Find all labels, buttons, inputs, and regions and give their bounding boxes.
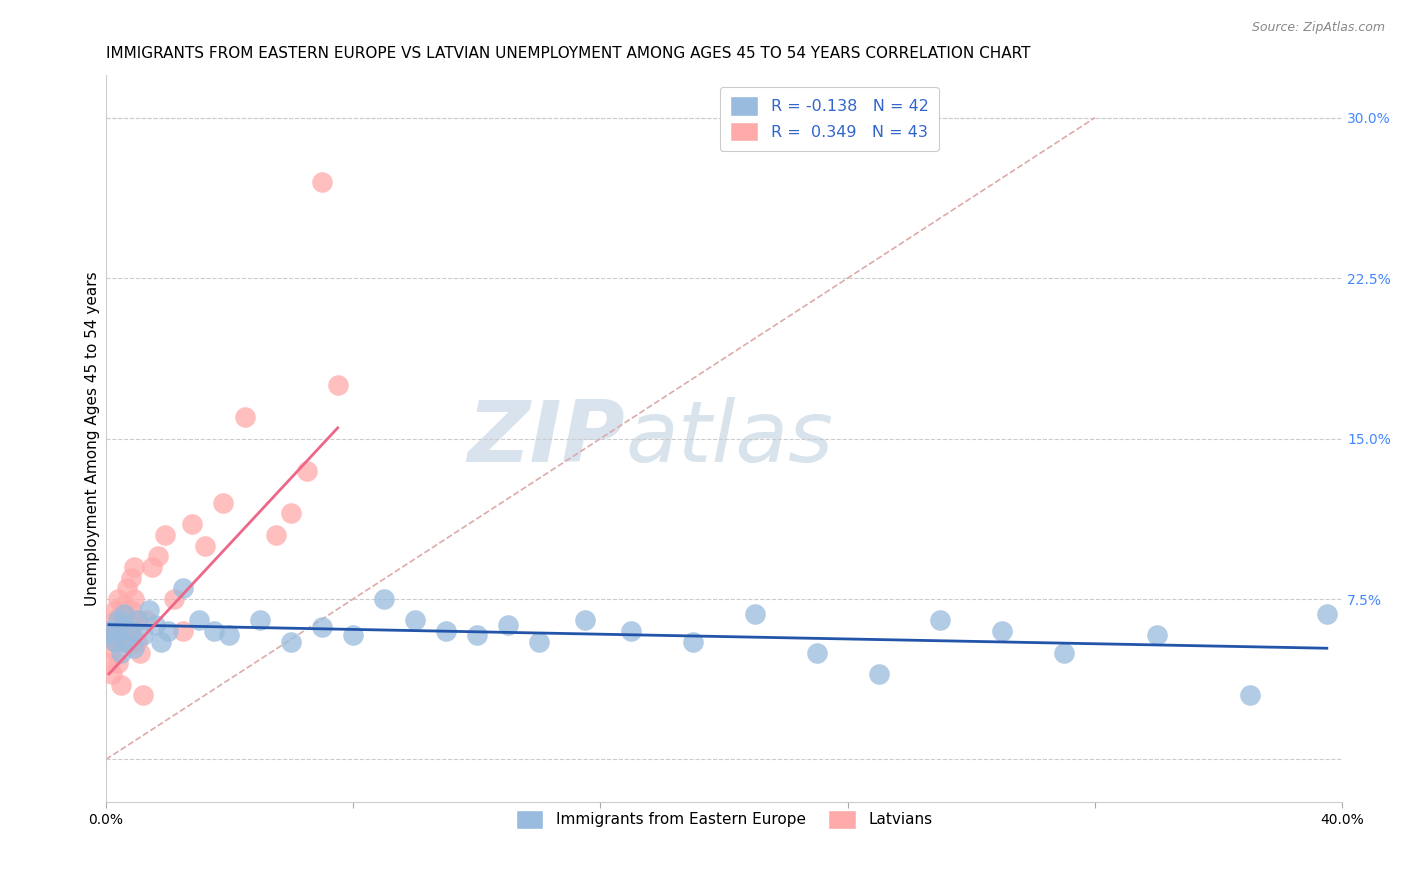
- Point: [280, 635, 302, 649]
- Point: [110, 607, 132, 621]
- Point: [122, 641, 145, 656]
- Point: [929, 614, 952, 628]
- Point: [120, 571, 142, 585]
- Point: [125, 635, 148, 649]
- Y-axis label: Unemployment Among Ages 45 to 54 years: Unemployment Among Ages 45 to 54 years: [86, 271, 100, 606]
- Point: [110, 677, 132, 691]
- Point: [135, 614, 157, 628]
- Point: [991, 624, 1014, 639]
- Point: [218, 628, 240, 642]
- Point: [194, 539, 217, 553]
- Point: [404, 614, 426, 628]
- Point: [311, 175, 333, 189]
- Point: [311, 620, 333, 634]
- Point: [280, 507, 302, 521]
- Point: [101, 666, 124, 681]
- Point: [104, 635, 127, 649]
- Point: [1146, 628, 1168, 642]
- Point: [806, 646, 828, 660]
- Point: [1316, 607, 1339, 621]
- Point: [465, 628, 488, 642]
- Point: [153, 528, 176, 542]
- Point: [172, 624, 194, 639]
- Point: [125, 614, 148, 628]
- Point: [163, 592, 186, 607]
- Point: [128, 646, 150, 660]
- Point: [527, 635, 550, 649]
- Point: [104, 614, 127, 628]
- Point: [122, 560, 145, 574]
- Text: IMMIGRANTS FROM EASTERN EUROPE VS LATVIAN UNEMPLOYMENT AMONG AGES 45 TO 54 YEARS: IMMIGRANTS FROM EASTERN EUROPE VS LATVIA…: [105, 46, 1031, 62]
- Point: [496, 617, 519, 632]
- Point: [156, 624, 179, 639]
- Point: [97, 628, 120, 642]
- Legend: Immigrants from Eastern Europe, Latvians: Immigrants from Eastern Europe, Latvians: [510, 804, 938, 835]
- Point: [97, 657, 120, 671]
- Point: [202, 624, 225, 639]
- Point: [104, 603, 127, 617]
- Point: [434, 624, 457, 639]
- Point: [107, 592, 129, 607]
- Point: [143, 617, 166, 632]
- Point: [249, 614, 271, 628]
- Point: [342, 628, 364, 642]
- Text: ZIP: ZIP: [468, 397, 626, 480]
- Point: [117, 582, 139, 596]
- Point: [110, 620, 132, 634]
- Point: [233, 410, 256, 425]
- Point: [264, 528, 287, 542]
- Point: [132, 628, 155, 642]
- Point: [112, 599, 135, 613]
- Point: [1239, 688, 1261, 702]
- Point: [101, 641, 124, 656]
- Point: [138, 603, 160, 617]
- Point: [150, 635, 173, 649]
- Point: [620, 624, 643, 639]
- Point: [120, 624, 142, 639]
- Point: [172, 582, 194, 596]
- Point: [212, 496, 235, 510]
- Point: [574, 614, 596, 628]
- Point: [117, 635, 139, 649]
- Point: [112, 635, 135, 649]
- Point: [1053, 646, 1076, 660]
- Point: [141, 560, 163, 574]
- Point: [117, 624, 139, 639]
- Point: [122, 592, 145, 607]
- Point: [120, 624, 142, 639]
- Point: [112, 614, 135, 628]
- Point: [110, 628, 132, 642]
- Point: [181, 517, 204, 532]
- Point: [107, 657, 129, 671]
- Point: [125, 614, 148, 628]
- Point: [97, 624, 120, 639]
- Point: [132, 688, 155, 702]
- Point: [112, 607, 135, 621]
- Point: [295, 464, 318, 478]
- Point: [868, 666, 890, 681]
- Point: [120, 603, 142, 617]
- Point: [326, 378, 349, 392]
- Point: [107, 614, 129, 628]
- Point: [148, 549, 170, 564]
- Point: [373, 592, 395, 607]
- Text: atlas: atlas: [626, 397, 834, 480]
- Point: [107, 624, 129, 639]
- Point: [187, 614, 209, 628]
- Point: [101, 624, 124, 639]
- Point: [744, 607, 766, 621]
- Point: [110, 646, 132, 660]
- Text: Source: ZipAtlas.com: Source: ZipAtlas.com: [1251, 21, 1385, 34]
- Point: [101, 628, 124, 642]
- Point: [104, 635, 127, 649]
- Point: [682, 635, 704, 649]
